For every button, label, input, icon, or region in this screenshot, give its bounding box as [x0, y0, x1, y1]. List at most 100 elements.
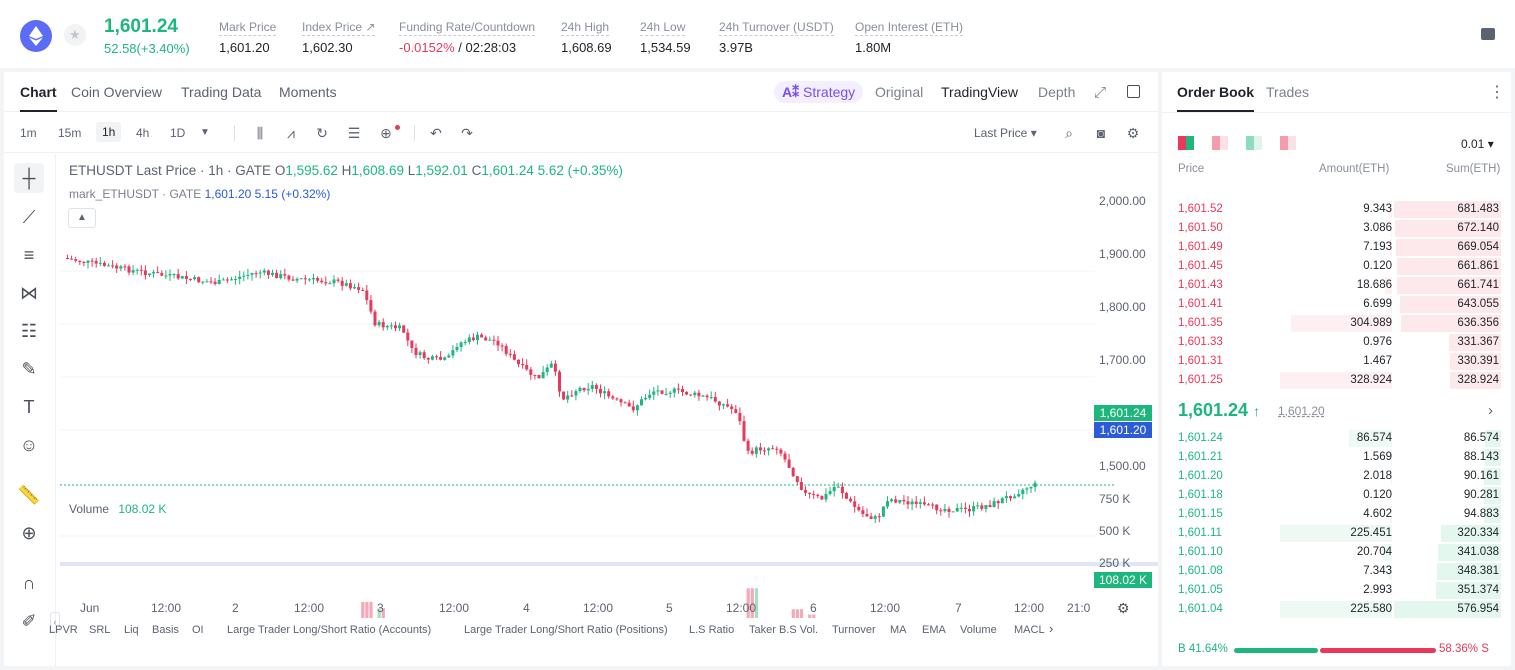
ruler-icon[interactable]: 📏	[17, 484, 41, 505]
tab-trades[interactable]: Trades	[1266, 84, 1310, 100]
tab-order-book[interactable]: Order Book	[1177, 84, 1255, 112]
refresh-icon[interactable]: ↻	[316, 125, 328, 141]
indicator-tab[interactable]: Liq	[124, 624, 139, 636]
indicator-tab[interactable]: MACL	[1014, 624, 1045, 636]
tab-chart[interactable]: Chart	[20, 84, 57, 112]
volume-bar	[361, 601, 365, 618]
indicator-tab[interactable]: LPVR	[49, 624, 78, 636]
bid-row[interactable]: 1,601.20 2.018 90.161	[1162, 467, 1511, 486]
indicator-tab[interactable]: Turnover	[832, 624, 876, 636]
layout-asks-icon[interactable]	[1212, 136, 1228, 150]
bid-row[interactable]: 1,601.18 0.120 90.281	[1162, 486, 1511, 505]
price-type-select[interactable]: Last Price ▾	[974, 126, 1037, 140]
text-icon[interactable]: T	[23, 396, 35, 417]
candlestick-chart[interactable]	[60, 154, 1158, 618]
ask-row[interactable]: 1,601.33 0.976 331.367	[1162, 333, 1511, 352]
pane-separator[interactable]	[60, 562, 1158, 566]
zoom-icon[interactable]: ⊕	[21, 522, 37, 543]
fullscreen-icon[interactable]: ⤢	[1094, 84, 1107, 101]
chevron-down-icon[interactable]: ▼	[200, 127, 210, 138]
row-price: 1,601.31	[1178, 355, 1223, 367]
chevron-right-icon[interactable]: ›	[1049, 621, 1054, 636]
ask-row[interactable]: 1,601.45 0.120 661.861	[1162, 257, 1511, 276]
ask-row[interactable]: 1,601.35 304.989 636.356	[1162, 314, 1511, 333]
tf-1d[interactable]: 1D	[170, 126, 186, 140]
indicator-tab[interactable]: Basis	[152, 624, 179, 636]
chevron-left-icon[interactable]: ‹	[50, 612, 60, 632]
pencil-icon[interactable]: ✐	[21, 610, 37, 631]
trendline-icon[interactable]: ⟋	[22, 206, 36, 227]
ask-row[interactable]: 1,601.41 6.699 643.055	[1162, 295, 1511, 314]
bid-row[interactable]: 1,601.10 20.704 341.038	[1162, 543, 1511, 562]
crosshair-icon[interactable]: ┼	[14, 163, 44, 193]
emoji-icon[interactable]: ☺	[19, 434, 39, 455]
fib-icon[interactable]: ☷	[20, 320, 38, 341]
layout-bids-icon[interactable]	[1246, 136, 1262, 150]
magnet-icon[interactable]: ∩	[22, 572, 36, 593]
ask-row[interactable]: 1,601.25 328.924 328.924	[1162, 371, 1511, 390]
view-depth[interactable]: Depth	[1038, 84, 1076, 100]
bid-row[interactable]: 1,601.04 225.580 576.954	[1162, 600, 1511, 619]
tf-1h[interactable]: 1h	[96, 122, 122, 142]
indicator-tab[interactable]: OI	[192, 624, 204, 636]
precision-select[interactable]: 0.01 ▾	[1461, 137, 1494, 151]
tab-coin-overview[interactable]: Coin Overview	[71, 84, 163, 100]
tf-4h[interactable]: 4h	[136, 126, 150, 140]
indicator-tab[interactable]: L.S Ratio	[689, 624, 735, 636]
redo-icon[interactable]: ↷	[461, 125, 473, 141]
candle-body	[607, 391, 611, 397]
stat-funding-rate[interactable]: Funding Rate/Countdown -0.0152% / 02:28:…	[399, 20, 536, 55]
stat-index-price[interactable]: Index Price ↗ 1,602.30	[302, 20, 376, 55]
camera-icon[interactable]: ◙	[1096, 125, 1106, 141]
window-icon[interactable]	[1127, 85, 1140, 98]
ask-row[interactable]: 1,601.31 1.467 330.391	[1162, 352, 1511, 371]
ask-row[interactable]: 1,601.50 3.086 672.140	[1162, 219, 1511, 238]
search-icon[interactable]: ⌕	[1065, 125, 1073, 141]
stat-mark-price[interactable]: Mark Price 1,601.20	[219, 20, 277, 55]
bid-row[interactable]: 1,601.08 7.343 348.381	[1162, 562, 1511, 581]
tab-moments[interactable]: Moments	[279, 84, 337, 100]
indicator-tab[interactable]: SRL	[89, 624, 111, 636]
undo-icon[interactable]: ↶	[430, 125, 442, 141]
bid-row[interactable]: 1,601.24 86.574 86.574	[1162, 429, 1511, 448]
collapse-legend-button[interactable]: ▲	[68, 208, 96, 228]
indicator-tab[interactable]: Taker B.S Vol.	[749, 624, 819, 636]
ask-row[interactable]: 1,601.52 9.343 681.483	[1162, 200, 1511, 219]
strategy-button[interactable]: A⁑ Strategy	[774, 81, 864, 103]
more-icon[interactable]: ⋮	[1489, 84, 1505, 101]
tf-1m[interactable]: 1m	[20, 126, 37, 140]
settings-list-icon[interactable]: ☰	[347, 125, 361, 141]
row-price: 1,601.21	[1178, 451, 1223, 463]
horizontal-lines-icon[interactable]: ≡	[23, 244, 35, 265]
bid-row[interactable]: 1,601.21 1.569 88.143	[1162, 448, 1511, 467]
indicator-tab[interactable]: Large Trader Long/Short Ratio (Positions…	[464, 624, 668, 636]
indicators-icon[interactable]: ⩘	[287, 125, 295, 141]
layout-alt-icon[interactable]	[1280, 136, 1296, 150]
settings-gear-icon[interactable]: ⚙	[1117, 600, 1130, 616]
depth-bar	[1441, 525, 1501, 542]
chevron-right-icon[interactable]: ›	[1488, 402, 1493, 419]
candles-icon[interactable]: ⫼	[256, 125, 264, 141]
favorite-star-icon[interactable]: ★	[64, 24, 86, 46]
ask-row[interactable]: 1,601.49 7.193 669.054	[1162, 238, 1511, 257]
book-icon[interactable]	[1481, 28, 1495, 40]
bid-row[interactable]: 1,601.05 2.993 351.374	[1162, 581, 1511, 600]
tab-trading-data[interactable]: Trading Data	[181, 84, 262, 100]
indicator-tab[interactable]: Large Trader Long/Short Ratio (Accounts)	[227, 624, 432, 636]
layout-both-icon[interactable]	[1178, 136, 1194, 150]
indicator-tab[interactable]: EMA	[922, 624, 946, 636]
row-price: 1,601.18	[1178, 489, 1223, 501]
bid-row[interactable]: 1,601.11 225.451 320.334	[1162, 524, 1511, 543]
bid-row[interactable]: 1,601.15 4.602 94.883	[1162, 505, 1511, 524]
gear-icon[interactable]: ⚙	[1126, 125, 1140, 141]
view-original[interactable]: Original	[875, 84, 924, 100]
add-indicator-icon[interactable]: ⊕	[380, 125, 392, 141]
view-tradingview[interactable]: TradingView	[941, 84, 1019, 100]
ask-row[interactable]: 1,601.43 18.686 661.741	[1162, 276, 1511, 295]
brush-icon[interactable]: ✎	[21, 358, 37, 379]
indicator-tab[interactable]: MA	[890, 624, 907, 636]
pattern-icon[interactable]: ⋈	[20, 282, 38, 303]
indicator-tab[interactable]: Volume	[960, 624, 997, 636]
candle-body	[652, 391, 656, 395]
tf-15m[interactable]: 15m	[58, 126, 82, 140]
